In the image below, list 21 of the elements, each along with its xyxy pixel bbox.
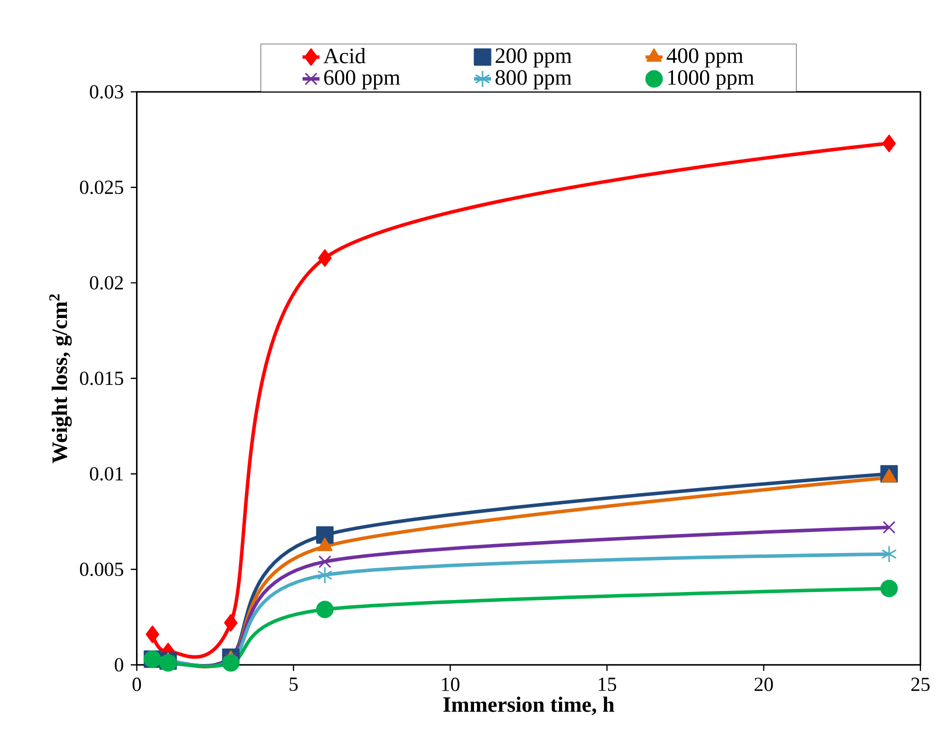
- y-tick-label: 0.005: [80, 562, 124, 576]
- y-tick-label: 0.03: [90, 85, 124, 99]
- y-tick-label: 0.01: [90, 467, 123, 481]
- x-tick-label: 20: [754, 678, 773, 692]
- x-tick-label: 25: [911, 678, 930, 692]
- legend-label: 400 ppm: [666, 48, 744, 68]
- x-tick-label: 0: [132, 678, 141, 692]
- y-tick-label: 0.015: [80, 372, 124, 386]
- y-tick-label: 0: [114, 658, 124, 672]
- x-axis-title: Immersion time, h: [443, 696, 614, 716]
- x-tick-label: 10: [442, 678, 460, 692]
- y-tick-label: 0.025: [80, 180, 124, 194]
- legend-label: 1000 ppm: [668, 70, 754, 90]
- y-tick-label: 0.02: [90, 276, 123, 290]
- legend-label: 600 ppm: [324, 70, 400, 90]
- x-tick-label: 5: [290, 678, 298, 692]
- legend-label: Acid: [323, 48, 366, 64]
- y-axis-title: Weight loss, g/cm$^{2}$: [49, 294, 72, 464]
- legend-label: 200 ppm: [496, 48, 572, 68]
- x-tick-label: 15: [598, 678, 616, 692]
- legend-label: 800 ppm: [496, 70, 572, 90]
